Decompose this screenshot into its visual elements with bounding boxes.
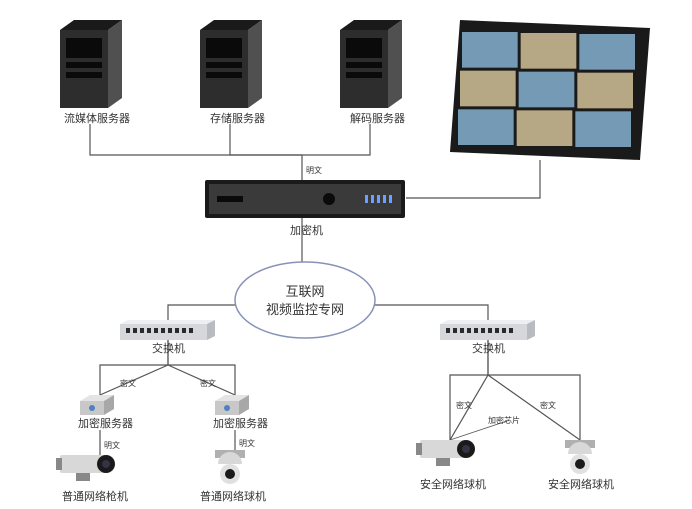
label-cam1: 普通网络枪机 <box>62 488 128 504</box>
edge-0 <box>90 124 302 155</box>
edge-4 <box>406 160 540 198</box>
box-camera <box>416 440 475 466</box>
edge-note-11: 明文 <box>239 438 255 449</box>
server <box>60 20 122 108</box>
label-cam4: 安全网络球机 <box>548 476 614 492</box>
dome-camera <box>215 450 245 484</box>
label-switch-r: 交换机 <box>472 340 505 356</box>
edge-6 <box>168 305 238 320</box>
label-encsrv1: 加密服务器 <box>78 415 133 431</box>
video-wall <box>450 20 650 160</box>
edge-note-12: 密文 <box>456 400 472 411</box>
edge-note-9: 密文 <box>200 378 216 389</box>
label-switch-l: 交换机 <box>152 340 185 356</box>
encrypt-server-chip <box>215 395 249 415</box>
edge-7 <box>372 305 488 320</box>
encryptor-rack <box>205 180 405 218</box>
label-srv1: 流媒体服务器 <box>64 110 130 126</box>
cloud-line1: 互联网 <box>285 284 324 299</box>
edge-note-3: 明文 <box>306 165 322 176</box>
server <box>200 20 262 108</box>
switch <box>440 320 535 340</box>
dome-camera <box>565 440 595 474</box>
switch <box>120 320 215 340</box>
cloud-line2: 视频监控专网 <box>266 302 344 317</box>
edge-note-13: 密文 <box>540 400 556 411</box>
edge-note-14: 加密芯片 <box>488 415 520 426</box>
edge-1 <box>230 124 302 155</box>
label-encsrv2: 加密服务器 <box>213 415 268 431</box>
edge-2 <box>302 124 370 155</box>
label-srv2: 存储服务器 <box>210 110 265 126</box>
encrypt-server-chip <box>80 395 114 415</box>
edge-note-10: 明文 <box>104 440 120 451</box>
box-camera <box>56 455 115 481</box>
cloud-internet: 互联网视频监控专网 <box>235 262 375 338</box>
label-cam2: 普通网络球机 <box>200 488 266 504</box>
label-srv3: 解码服务器 <box>350 110 405 126</box>
label-cam3: 安全网络球机 <box>420 476 486 492</box>
server <box>340 20 402 108</box>
edge-note-8: 密文 <box>120 378 136 389</box>
label-encryptor: 加密机 <box>290 222 323 238</box>
